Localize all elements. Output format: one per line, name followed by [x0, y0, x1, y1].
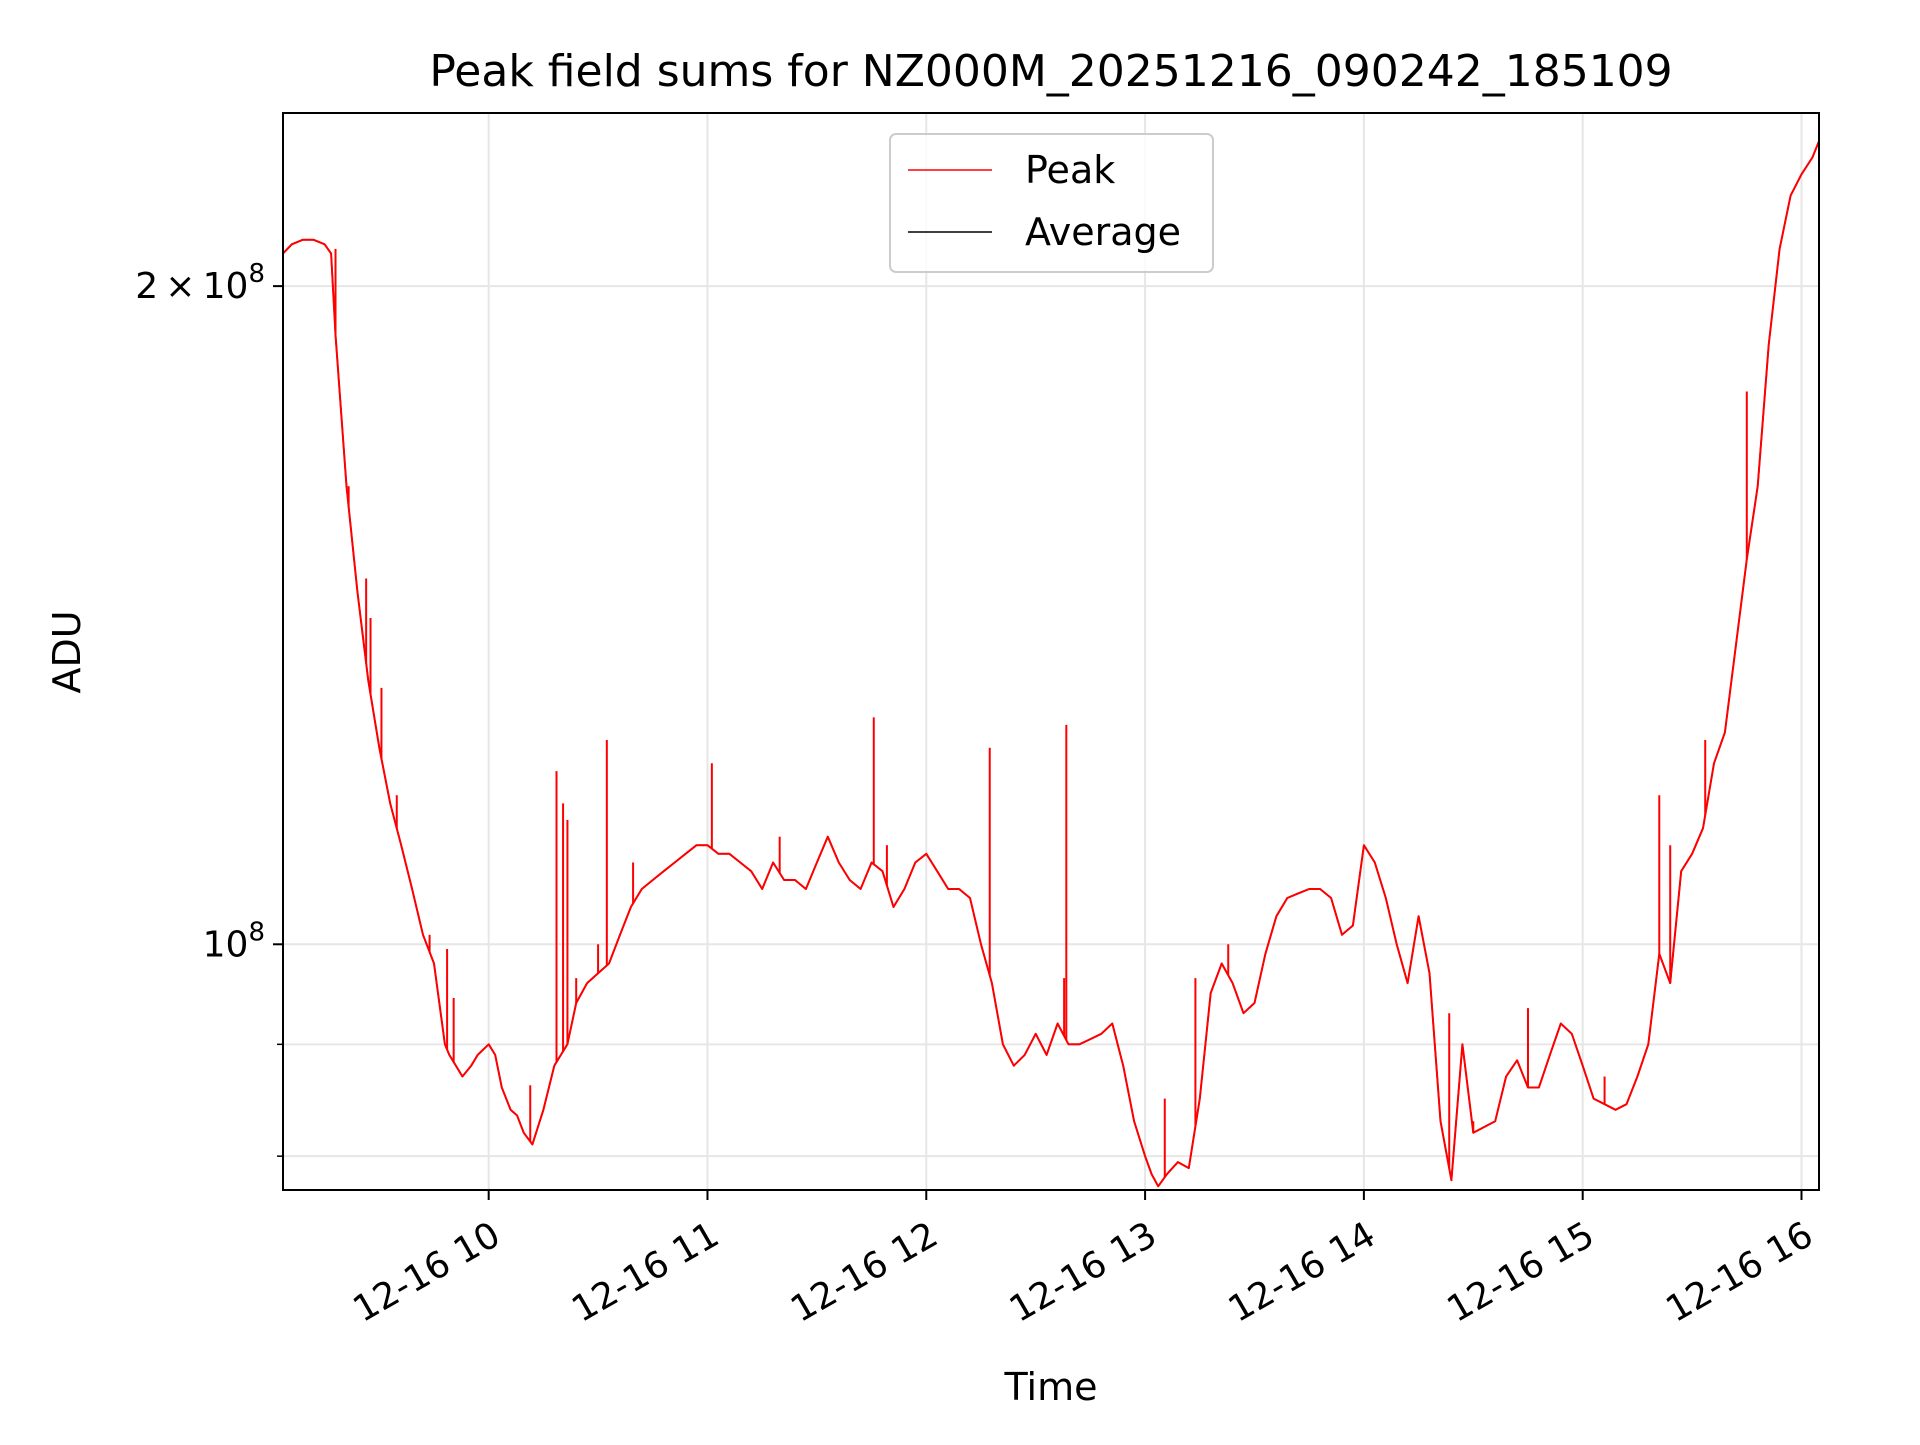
legend: Peak Average	[889, 133, 1214, 273]
x-axis-label: Time	[1004, 1365, 1098, 1409]
chart-title: Peak field sums for NZ000M_20251216_0902…	[429, 46, 1672, 97]
plot-area-frame	[282, 112, 1820, 1191]
legend-box	[889, 133, 1214, 273]
peak-series	[282, 140, 1820, 1188]
y-axis-ticks: 108 2 × 108	[135, 259, 283, 1157]
legend-label-peak: Peak	[1025, 148, 1115, 192]
y-axis-label: ADU	[45, 610, 89, 693]
y-tick-label: 2 × 108	[135, 259, 265, 307]
legend-label-average: Average	[1025, 210, 1181, 254]
y-tick-label: 108	[203, 917, 265, 965]
peak-line	[282, 140, 1820, 1188]
